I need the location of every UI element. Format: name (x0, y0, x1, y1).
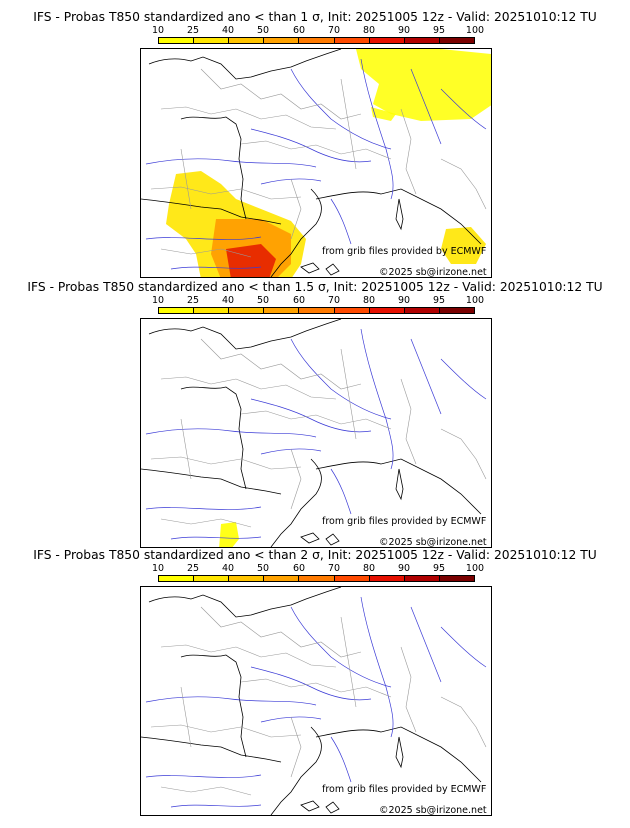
copyright-credit: ©2025 sb@irizone.net (379, 267, 487, 278)
colorbar-segment (159, 576, 195, 581)
colorbar-segment (194, 576, 230, 581)
colorbar-tick: 100 (465, 295, 485, 306)
colorbar-tick: 100 (465, 25, 485, 36)
colorbar (158, 37, 475, 44)
colorbar-tick: 95 (432, 25, 446, 36)
colorbar-segment (159, 308, 195, 313)
colorbar-tick: 90 (397, 563, 411, 574)
colorbar-segment (334, 308, 370, 313)
colorbar-segment (369, 38, 405, 43)
colorbar-tick: 95 (432, 295, 446, 306)
colorbar-tick: 10 (151, 295, 165, 306)
colorbar-tick: 90 (397, 25, 411, 36)
colorbar-segment (404, 38, 440, 43)
colorbar-segment (439, 38, 474, 43)
colorbar-tick: 40 (221, 563, 235, 574)
copyright-credit: ©2025 sb@irizone.net (379, 537, 487, 548)
colorbar-tick: 95 (432, 563, 446, 574)
colorbar-tick: 70 (327, 25, 341, 36)
map-panel-1-5sigma: IFS - Probas T850 standardized ano < tha… (0, 280, 630, 550)
colorbar-segment (264, 38, 300, 43)
colorbar-segment (229, 38, 265, 43)
colorbar-segment (369, 308, 405, 313)
colorbar-tick: 25 (186, 25, 200, 36)
colorbar-segment (439, 576, 474, 581)
probability-map: from grib files provided by ECMWF ©2025 … (140, 586, 492, 816)
colorbar-tick: 50 (256, 295, 270, 306)
colorbar-segment (369, 576, 405, 581)
colorbar (158, 575, 475, 582)
colorbar-tick: 25 (186, 563, 200, 574)
colorbar-tick: 50 (256, 25, 270, 36)
colorbar-tick: 70 (327, 295, 341, 306)
colorbar-tick: 90 (397, 295, 411, 306)
map-panel-1sigma: IFS - Probas T850 standardized ano < tha… (0, 10, 630, 280)
colorbar-tick: 50 (256, 563, 270, 574)
colorbar-segment (404, 308, 440, 313)
colorbar-tick: 70 (327, 563, 341, 574)
colorbar-tick: 100 (465, 563, 485, 574)
panel-title: IFS - Probas T850 standardized ano < tha… (33, 10, 597, 24)
colorbar-segment (264, 576, 300, 581)
panel-title: IFS - Probas T850 standardized ano < tha… (33, 548, 597, 562)
colorbar (158, 307, 475, 314)
colorbar-segment (159, 38, 195, 43)
colorbar-tick: 60 (292, 25, 306, 36)
copyright-credit: ©2025 sb@irizone.net (379, 805, 487, 816)
colorbar-tick: 25 (186, 295, 200, 306)
colorbar-segment (194, 38, 230, 43)
source-credit: from grib files provided by ECMWF (322, 516, 487, 527)
colorbar-tick: 60 (292, 563, 306, 574)
colorbar-segment (404, 576, 440, 581)
colorbar-ticks: 10 25 40 50 60 70 80 90 95 100 (0, 563, 630, 574)
map-panel-2sigma: IFS - Probas T850 standardized ano < tha… (0, 548, 630, 818)
colorbar-tick: 80 (362, 295, 376, 306)
colorbar-tick: 40 (221, 25, 235, 36)
probability-map: from grib files provided by ECMWF ©2025 … (140, 48, 492, 278)
colorbar-tick: 80 (362, 563, 376, 574)
colorbar-tick: 60 (292, 295, 306, 306)
colorbar-segment (334, 576, 370, 581)
source-credit: from grib files provided by ECMWF (322, 246, 487, 257)
colorbar-segment (194, 308, 230, 313)
colorbar-segment (229, 576, 265, 581)
colorbar-segment (299, 38, 335, 43)
colorbar-segment (334, 38, 370, 43)
panel-title: IFS - Probas T850 standardized ano < tha… (27, 280, 603, 294)
colorbar-segment (439, 308, 474, 313)
colorbar-ticks: 10 25 40 50 60 70 80 90 95 100 (0, 25, 630, 36)
colorbar-segment (299, 308, 335, 313)
colorbar-tick: 80 (362, 25, 376, 36)
colorbar-segment (299, 576, 335, 581)
colorbar-segment (229, 308, 265, 313)
colorbar-ticks: 10 25 40 50 60 70 80 90 95 100 (0, 295, 630, 306)
colorbar-tick: 10 (151, 563, 165, 574)
colorbar-segment (264, 308, 300, 313)
probability-map: from grib files provided by ECMWF ©2025 … (140, 318, 492, 548)
colorbar-tick: 40 (221, 295, 235, 306)
source-credit: from grib files provided by ECMWF (322, 784, 487, 795)
colorbar-tick: 10 (151, 25, 165, 36)
